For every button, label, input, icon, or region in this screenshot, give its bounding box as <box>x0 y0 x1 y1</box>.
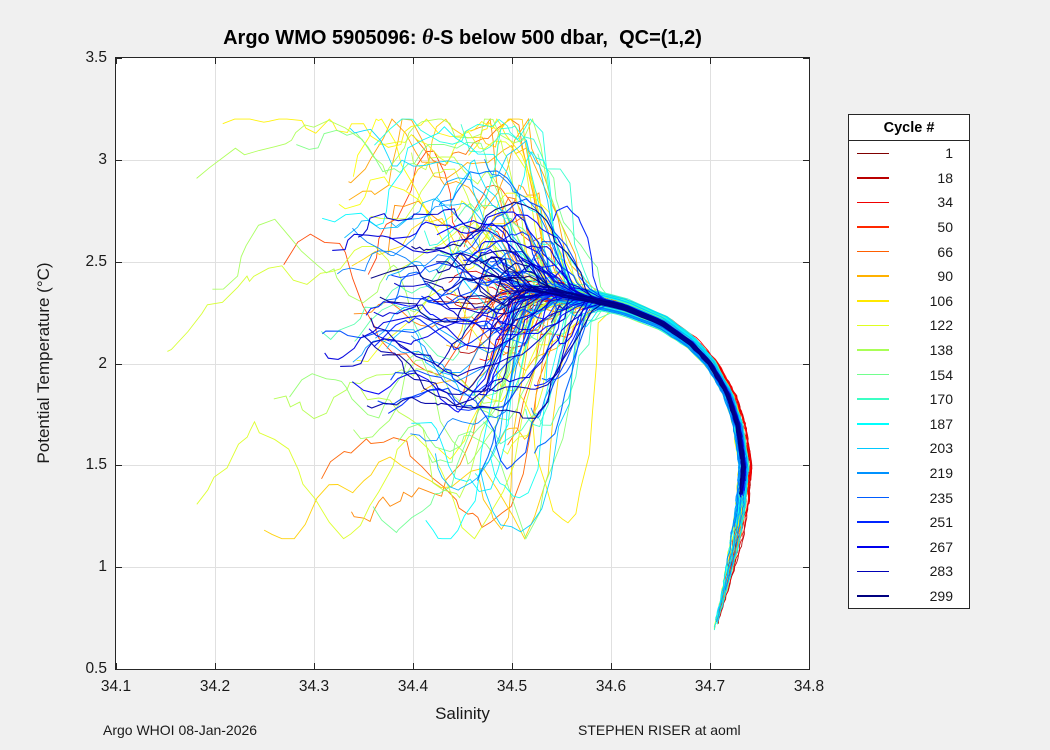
legend-entry-label: 154 <box>929 366 953 383</box>
legend-entry: 203 <box>849 436 969 461</box>
legend-entry: 50 <box>849 215 969 240</box>
legend-entries: 1 18 34 50 66 90 106 122 138 154 170 187 203 219 235 25… <box>849 141 969 608</box>
legend-entry: 170 <box>849 387 969 412</box>
legend-entry-label: 251 <box>929 514 953 531</box>
chart-title: Argo WMO 5905096: θ-S below 500 dbar, QC… <box>115 24 810 50</box>
legend-entry: 106 <box>849 289 969 314</box>
legend-line-sample <box>857 250 889 253</box>
y-tick-label: 2.5 <box>85 252 107 270</box>
legend-line-sample <box>857 201 889 204</box>
x-tick-label: 34.5 <box>496 678 528 695</box>
legend-line-sample <box>857 300 889 302</box>
legend-entry-label: 235 <box>929 489 953 506</box>
legend-entry: 267 <box>849 535 969 560</box>
title-theta-symbol: θ <box>422 24 434 49</box>
title-prefix: Argo WMO 5905096: <box>223 27 423 49</box>
legend-entry-label: 283 <box>929 563 953 580</box>
legend-entry-label: 1 <box>945 145 953 162</box>
y-tick-label: 3 <box>98 150 107 168</box>
legend-line-sample <box>857 423 889 425</box>
legend-entry: 299 <box>849 584 969 609</box>
legend-line-sample <box>857 595 889 597</box>
legend-entry-label: 219 <box>929 465 953 482</box>
legend-line-sample <box>857 472 889 474</box>
legend-line-sample <box>857 521 889 523</box>
y-tick-label: 1.5 <box>85 456 107 474</box>
legend-line-sample <box>857 324 889 327</box>
title-suffix: -S below 500 dbar, QC=(1,2) <box>433 27 702 49</box>
x-axis-label: Salinity <box>435 704 490 723</box>
legend-entry-label: 122 <box>929 317 953 334</box>
legend-entry: 90 <box>849 264 969 289</box>
plot-area <box>115 57 810 670</box>
legend-line-sample <box>857 275 889 278</box>
legend-line-sample <box>857 398 889 401</box>
legend-entry: 235 <box>849 485 969 510</box>
legend-line-sample <box>857 373 889 376</box>
legend-line-sample <box>857 177 889 179</box>
legend-line-sample <box>857 546 889 548</box>
x-tick-label: 34.8 <box>793 678 825 695</box>
legend-entry-label: 66 <box>937 243 953 260</box>
legend-entry-label: 106 <box>929 292 953 309</box>
footer-annotation-right: STEPHEN RISER at aoml <box>578 722 741 738</box>
legend-entry: 219 <box>849 461 969 486</box>
legend-entry-label: 170 <box>929 391 953 408</box>
x-tick-label: 34.1 <box>100 678 132 695</box>
x-tick-label: 34.7 <box>694 678 726 695</box>
legend-entry: 138 <box>849 338 969 363</box>
legend-entry: 154 <box>849 362 969 387</box>
legend-entry-label: 138 <box>929 342 953 359</box>
legend-entry-label: 50 <box>937 219 953 236</box>
legend-entry-label: 34 <box>937 194 953 211</box>
legend-entry: 251 <box>849 510 969 535</box>
legend-entry: 122 <box>849 313 969 338</box>
y-tick-label: 3.5 <box>85 49 107 66</box>
footer-annotation-left: Argo WHOI 08-Jan-2026 <box>103 722 258 738</box>
legend-line-sample <box>857 496 889 499</box>
legend-entry: 187 <box>849 412 969 437</box>
y-tick-label: 2 <box>98 354 107 372</box>
legend-entry-label: 187 <box>929 415 953 432</box>
legend-entry: 1 <box>849 141 969 166</box>
legend-entry-label: 267 <box>929 538 953 555</box>
x-tick-label: 34.3 <box>298 678 330 695</box>
y-tick-label: 0.5 <box>85 660 107 677</box>
legend-entry: 34 <box>849 190 969 215</box>
y-axis-label: Potential Temperature (°C) <box>34 262 53 464</box>
y-tick-label: 1 <box>98 558 107 576</box>
legend-line-sample <box>857 226 889 228</box>
x-tick-label: 34.6 <box>595 678 627 695</box>
ts-diagram-canvas <box>116 58 809 669</box>
x-tick-label: 34.2 <box>199 678 231 695</box>
legend-entry: 283 <box>849 559 969 584</box>
legend-line-sample <box>857 447 889 450</box>
legend-entry-label: 90 <box>937 268 953 285</box>
legend-entry-label: 299 <box>929 587 953 604</box>
legend-line-sample <box>857 349 889 351</box>
legend-entry-label: 203 <box>929 440 953 457</box>
x-tick-label: 34.4 <box>397 678 429 695</box>
legend-entry-label: 18 <box>937 169 953 186</box>
legend-line-sample <box>857 570 889 573</box>
legend: Cycle # 1 18 34 50 66 90 106 122 138 154 170 187 203… <box>848 114 970 610</box>
legend-entry: 66 <box>849 239 969 264</box>
legend-title: Cycle # <box>849 115 969 141</box>
legend-entry: 18 <box>849 166 969 191</box>
legend-line-sample <box>857 152 889 155</box>
